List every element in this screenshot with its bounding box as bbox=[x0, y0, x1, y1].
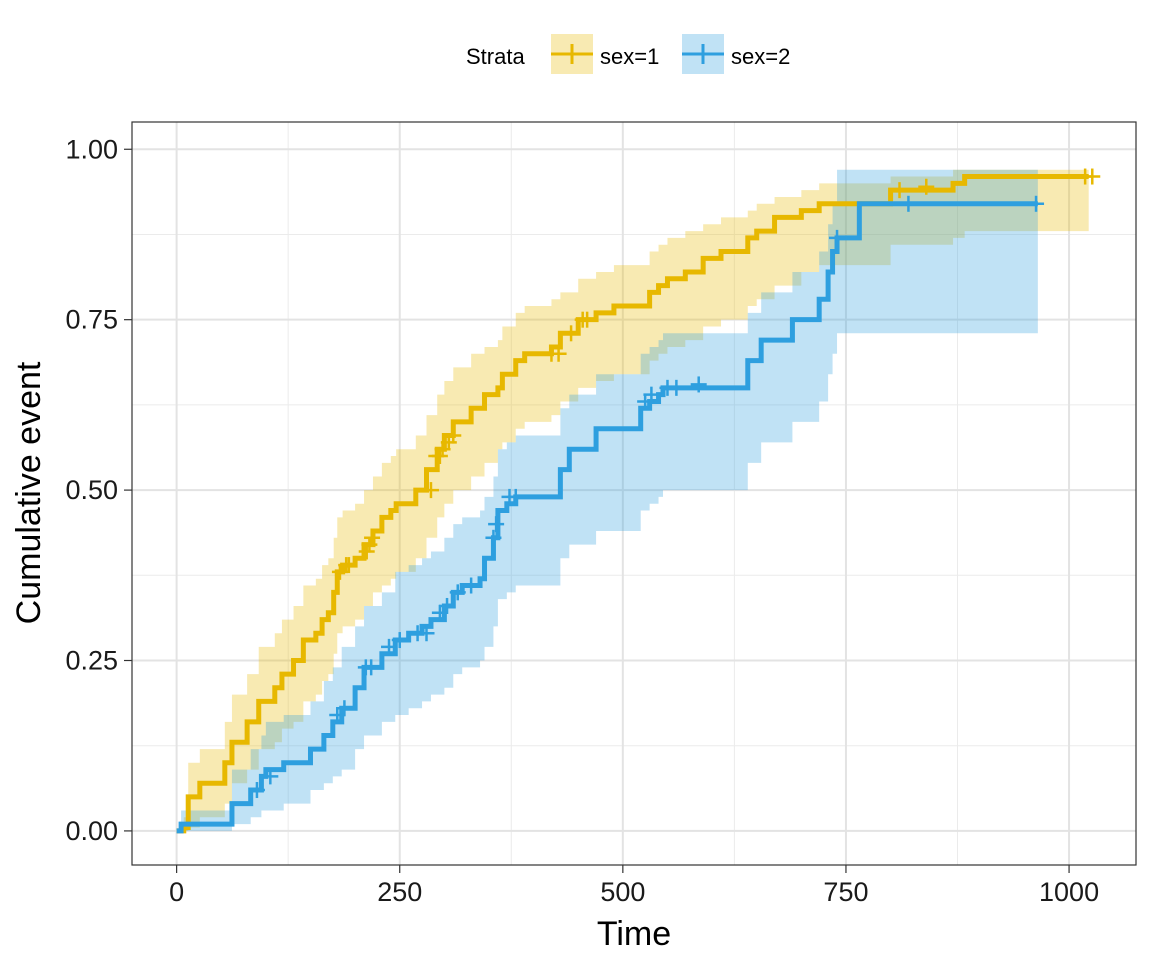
censor-mark-sex2 bbox=[329, 707, 346, 724]
censor-mark-sex1 bbox=[579, 311, 596, 328]
censor-mark-sex1 bbox=[364, 529, 381, 546]
legend-label-sex2: sex=2 bbox=[731, 44, 790, 69]
plot-panel bbox=[131, 121, 1137, 866]
x-tick-label: 0 bbox=[169, 877, 184, 907]
censor-mark-sex2 bbox=[690, 376, 707, 393]
censor-mark-sex1 bbox=[431, 448, 448, 465]
y-axis: 0.00 0.25 0.50 0.75 1.00 bbox=[65, 134, 132, 846]
x-axis-title: Time bbox=[597, 915, 671, 953]
censor-mark-sex1 bbox=[361, 536, 378, 553]
y-axis-title: Cumulative event bbox=[10, 361, 48, 624]
censor-mark-sex2 bbox=[1028, 195, 1045, 212]
censor-mark-sex2 bbox=[439, 597, 456, 614]
censor-mark-sex2 bbox=[391, 632, 408, 649]
legend-title: Strata bbox=[466, 44, 525, 69]
censor-mark-sex1 bbox=[445, 427, 462, 444]
x-axis: 0 250 500 750 1000 bbox=[169, 865, 1099, 907]
censor-mark-sex1 bbox=[422, 482, 439, 499]
x-tick-label: 750 bbox=[823, 877, 868, 907]
censor-mark-sex1 bbox=[358, 543, 375, 560]
censor-mark-sex1 bbox=[891, 182, 908, 199]
legend: Strata sex=1 sex=2 bbox=[466, 34, 790, 74]
censor-mark-sex2 bbox=[829, 229, 846, 246]
x-tick-label: 1000 bbox=[1039, 877, 1099, 907]
confidence-band-sex1 bbox=[176, 169, 1089, 831]
censor-mark-sex2 bbox=[418, 625, 435, 642]
censor-mark-sex2 bbox=[488, 516, 505, 533]
y-tick-label: 0.25 bbox=[65, 646, 118, 676]
censor-mark-sex1 bbox=[340, 557, 357, 574]
y-tick-label: 1.00 bbox=[65, 134, 118, 164]
legend-item-sex2[interactable]: sex=2 bbox=[682, 34, 790, 74]
y-tick-label: 0.00 bbox=[65, 816, 118, 846]
censor-mark-sex2 bbox=[431, 604, 448, 621]
censor-mark-sex1 bbox=[550, 345, 567, 362]
legend-item-sex1[interactable]: sex=1 bbox=[551, 34, 659, 74]
censor-mark-sex2 bbox=[262, 768, 279, 785]
censor-mark-sex2 bbox=[668, 379, 685, 396]
y-tick-label: 0.50 bbox=[65, 475, 118, 505]
grid bbox=[132, 122, 1136, 865]
x-tick-label: 500 bbox=[600, 877, 645, 907]
censor-mark-sex1 bbox=[918, 178, 935, 195]
censor-mark-sex1 bbox=[563, 325, 580, 342]
censor-mark-sex1 bbox=[1084, 168, 1101, 185]
censor-mark-sex2 bbox=[507, 488, 524, 505]
censor-mark-sex2 bbox=[336, 700, 353, 717]
confidence-bands bbox=[176, 169, 1089, 831]
censor-mark-sex2 bbox=[900, 195, 917, 212]
censor-marks bbox=[248, 168, 1101, 799]
confidence-band-sex2 bbox=[176, 169, 1038, 831]
y-tick-label: 0.75 bbox=[65, 305, 118, 335]
plot-background bbox=[132, 122, 1136, 865]
censor-mark-sex2 bbox=[449, 584, 466, 601]
censor-mark-sex2 bbox=[485, 529, 502, 546]
censor-mark-sex2 bbox=[463, 577, 480, 594]
censor-mark-sex2 bbox=[248, 782, 265, 799]
step-line-sex2 bbox=[176, 201, 1038, 834]
x-tick-label: 250 bbox=[377, 877, 422, 907]
censor-mark-sex2 bbox=[643, 386, 660, 403]
censor-mark-sex2 bbox=[363, 659, 380, 676]
legend-label-sex1: sex=1 bbox=[600, 44, 659, 69]
censor-mark-sex2 bbox=[381, 638, 398, 655]
plot-border bbox=[131, 121, 1137, 866]
